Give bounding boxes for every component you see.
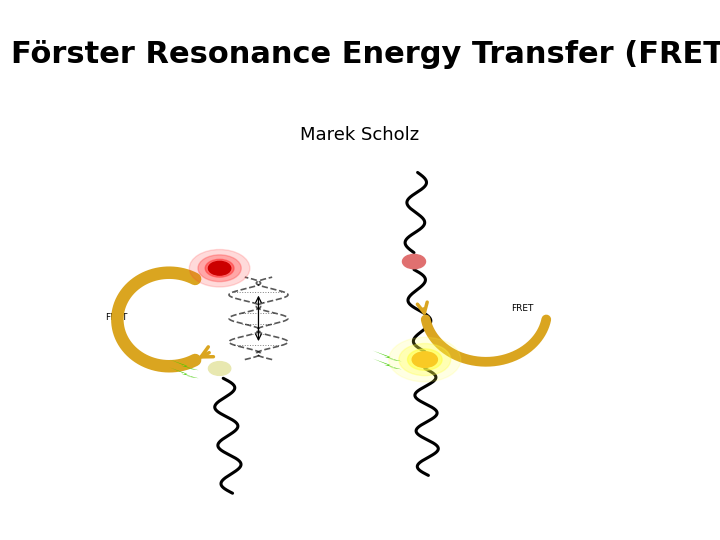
- Circle shape: [189, 249, 250, 287]
- Circle shape: [198, 255, 241, 282]
- Text: FRET: FRET: [105, 313, 128, 322]
- Polygon shape: [170, 368, 199, 379]
- Polygon shape: [373, 350, 402, 361]
- Text: FRET: FRET: [510, 304, 534, 313]
- Text: Marek Scholz: Marek Scholz: [300, 126, 420, 144]
- Circle shape: [399, 343, 451, 376]
- Circle shape: [209, 261, 230, 275]
- Circle shape: [389, 338, 461, 382]
- Circle shape: [209, 362, 230, 375]
- Circle shape: [408, 349, 442, 370]
- Circle shape: [205, 259, 234, 277]
- Polygon shape: [373, 359, 402, 369]
- Circle shape: [402, 254, 426, 269]
- Polygon shape: [170, 360, 199, 370]
- Circle shape: [412, 352, 438, 367]
- Text: Förster Resonance Energy Transfer (FRET): Förster Resonance Energy Transfer (FRET): [11, 40, 720, 69]
